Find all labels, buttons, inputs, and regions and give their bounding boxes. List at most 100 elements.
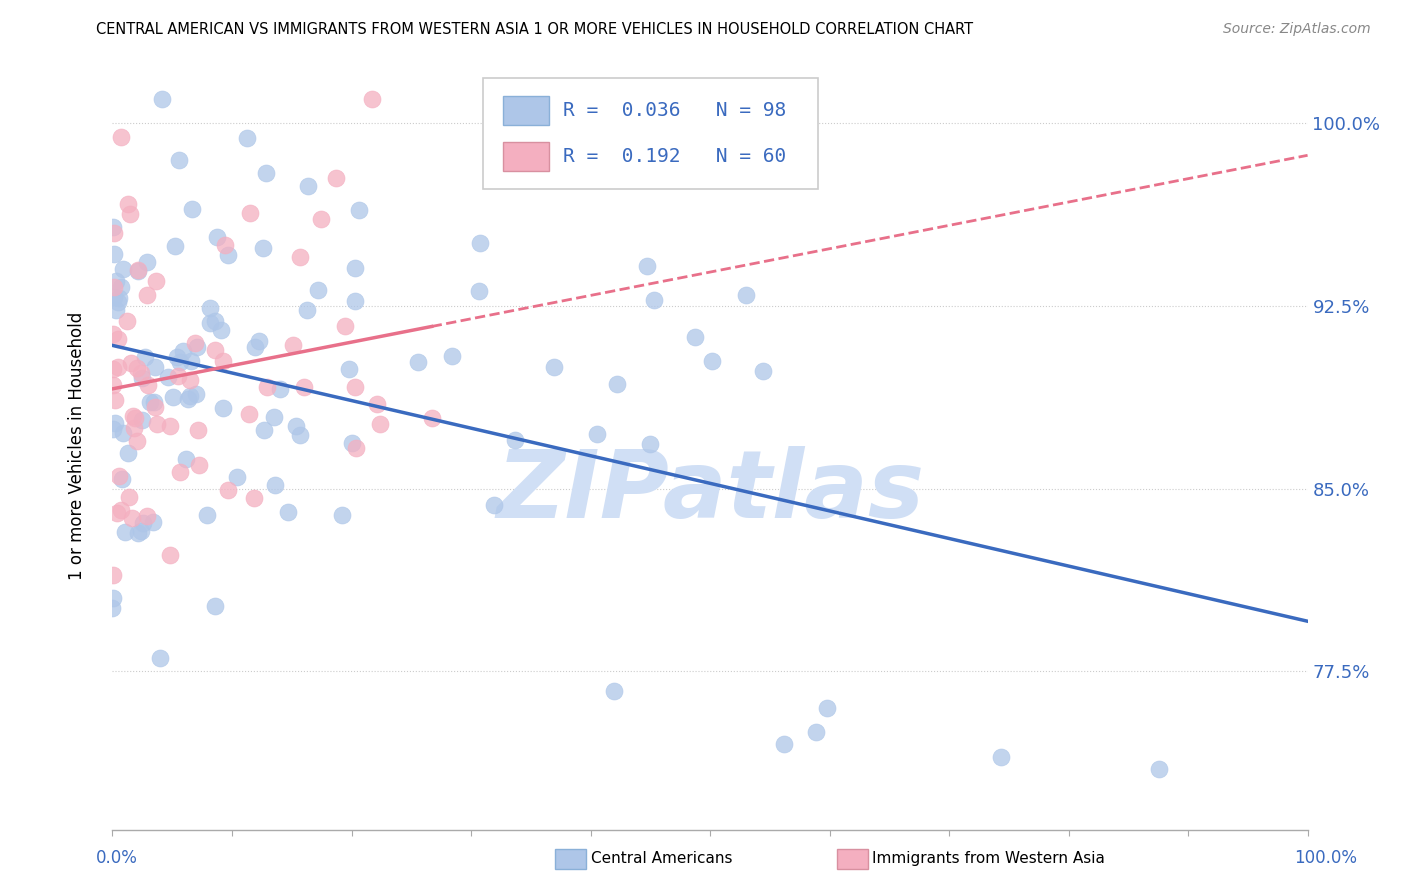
Point (104, 274, 127, 288)
Point (108, 291, 131, 305)
Point (122, 420, 145, 434)
Point (129, 366, 152, 380)
Point (752, 364, 775, 378)
Point (159, 548, 181, 562)
Text: Immigrants from Western Asia: Immigrants from Western Asia (872, 851, 1105, 865)
Point (184, 335, 207, 350)
Point (127, 525, 149, 540)
Point (112, 262, 135, 277)
Point (118, 490, 141, 504)
Point (134, 351, 156, 365)
Point (685, 330, 707, 344)
Point (101, 568, 124, 582)
Point (142, 515, 165, 529)
FancyBboxPatch shape (484, 78, 818, 189)
Point (157, 370, 180, 384)
Point (585, 426, 607, 441)
Point (114, 524, 136, 539)
Point (297, 178, 319, 193)
Point (132, 516, 155, 531)
Point (186, 340, 208, 354)
Point (643, 293, 665, 307)
Point (735, 287, 758, 301)
Point (264, 478, 287, 492)
Point (332, 508, 354, 523)
Point (143, 401, 166, 415)
Point (804, 725, 827, 739)
Point (150, 92, 173, 106)
Point (340, 435, 363, 450)
Point (606, 377, 628, 392)
Point (159, 419, 181, 434)
Point (167, 369, 190, 384)
Text: Central Americans: Central Americans (591, 851, 733, 865)
Point (440, 349, 463, 363)
Point (125, 434, 148, 449)
Point (204, 314, 226, 328)
Point (236, 130, 259, 145)
Point (263, 409, 285, 424)
Point (177, 392, 200, 406)
Point (361, 92, 384, 106)
Point (110, 502, 132, 516)
Point (101, 362, 124, 376)
Point (101, 220, 124, 235)
Point (214, 237, 236, 252)
Point (107, 332, 129, 346)
Point (149, 651, 172, 665)
Point (136, 255, 159, 269)
Point (256, 380, 278, 394)
Point (290, 250, 312, 264)
Point (105, 507, 128, 521)
Point (103, 289, 125, 303)
Point (638, 436, 661, 450)
Point (212, 354, 235, 368)
Point (136, 378, 159, 392)
Point (169, 466, 191, 480)
Point (204, 599, 226, 614)
Point (204, 343, 226, 357)
Point (118, 207, 141, 221)
Text: 1 or more Vehicles in Household: 1 or more Vehicles in Household (69, 312, 86, 580)
FancyBboxPatch shape (503, 96, 548, 126)
Point (127, 264, 149, 278)
Point (104, 392, 127, 407)
Point (120, 356, 142, 370)
Point (117, 445, 139, 459)
Point (131, 371, 153, 385)
Point (179, 373, 201, 387)
Point (110, 280, 132, 294)
Text: R =  0.192   N = 60: R = 0.192 N = 60 (562, 147, 786, 166)
Point (174, 452, 197, 467)
Point (103, 280, 125, 294)
Point (212, 401, 235, 416)
Point (343, 380, 366, 394)
Point (281, 337, 304, 351)
Point (167, 153, 190, 168)
Point (117, 197, 139, 211)
Point (307, 283, 329, 297)
Point (129, 524, 152, 538)
Point (101, 600, 124, 615)
Text: ZIPatlas: ZIPatlas (496, 446, 924, 538)
Point (180, 353, 202, 368)
Point (468, 284, 491, 298)
Point (773, 737, 796, 751)
Point (103, 327, 125, 342)
Point (503, 433, 526, 447)
Point (101, 377, 124, 392)
Point (343, 293, 366, 308)
Point (110, 130, 132, 145)
Point (163, 239, 186, 253)
Point (368, 417, 391, 431)
Point (136, 509, 159, 524)
Point (482, 498, 505, 512)
Point (110, 472, 132, 486)
Point (245, 340, 267, 354)
Point (115, 314, 138, 328)
Point (339, 361, 361, 376)
Point (139, 394, 162, 409)
Text: 100.0%: 100.0% (1294, 849, 1357, 867)
Text: 0.0%: 0.0% (96, 849, 138, 867)
Text: R =  0.036   N = 98: R = 0.036 N = 98 (562, 102, 786, 120)
